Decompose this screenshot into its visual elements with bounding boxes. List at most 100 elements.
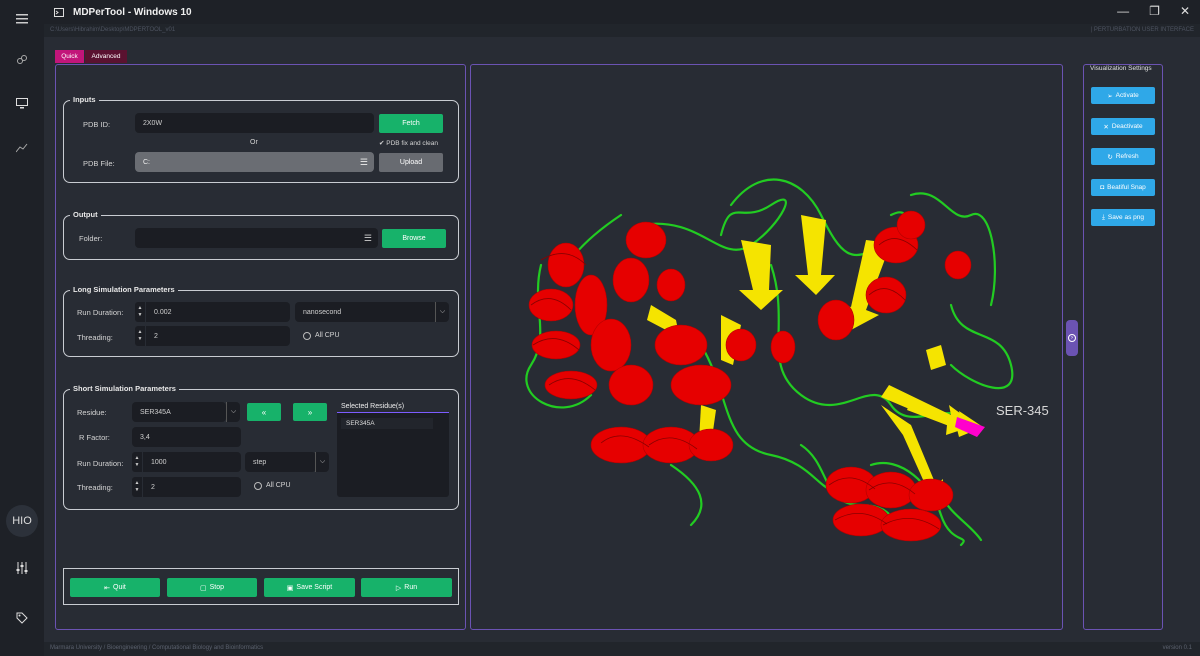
save-script-label: Save Script: [296, 584, 333, 591]
residue-select[interactable]: SER345A: [132, 402, 226, 422]
stop-label: Stop: [209, 584, 225, 591]
fix-clean-label: PDB fix and clean: [386, 140, 438, 147]
deactivate-label: Deactivate: [1111, 123, 1143, 130]
x-icon: ✕: [1103, 123, 1109, 131]
snap-label: Beatiful Snap: [1107, 184, 1146, 191]
menu-icon[interactable]: [0, 4, 44, 34]
download-icon: ⤓: [1101, 213, 1105, 221]
quit-button[interactable]: ⇤ Quit: [70, 578, 160, 597]
double-right-icon: »: [307, 407, 313, 417]
remove-residue-button[interactable]: «: [247, 403, 281, 421]
upload-button[interactable]: Upload: [379, 153, 443, 172]
chevron-right-icon: ›: [1068, 334, 1076, 342]
folder-label: Folder:: [79, 234, 103, 243]
monitor-icon[interactable]: [0, 88, 44, 118]
run-label: Run: [404, 584, 418, 591]
molecule-viewer[interactable]: SER-345: [470, 64, 1063, 630]
helix-turns: [530, 238, 940, 530]
highlighted-residue: [955, 417, 985, 437]
add-residue-button[interactable]: »: [293, 403, 327, 421]
pdb-file-input[interactable]: C: ☰: [135, 152, 374, 172]
sliders-icon[interactable]: [0, 553, 44, 583]
refresh-icon: ↻: [1107, 153, 1113, 161]
inputs-title: Inputs: [70, 95, 99, 104]
short-threading-stepper[interactable]: ▲ ▼: [132, 477, 142, 497]
tab-advanced[interactable]: Advanced: [85, 50, 127, 63]
refresh-label: Refresh: [1115, 153, 1139, 160]
long-sim-group: Long Simulation Parameters Run Duration:…: [63, 285, 459, 357]
threading-input[interactable]: 2: [146, 326, 290, 346]
threading-label: Threading:: [77, 333, 113, 342]
short-threading-input[interactable]: 2: [143, 477, 241, 497]
activate-button[interactable]: ➢ Activate: [1091, 87, 1155, 104]
tag-icon[interactable]: [0, 603, 44, 633]
all-cpu-label: All CPU: [315, 332, 340, 339]
short-run-duration-input[interactable]: 1000: [143, 452, 241, 472]
selected-residues-list[interactable]: Selected Residue(s) SER345A: [337, 401, 449, 497]
maximize-icon[interactable]: ❐: [1149, 4, 1160, 18]
control-panel: Inputs PDB ID: 2X0W Fetch Or ✔ PDB fix a…: [55, 64, 466, 630]
list-icon[interactable]: ☰: [359, 156, 368, 167]
output-title: Output: [70, 210, 101, 219]
activate-label: Activate: [1115, 92, 1139, 99]
hio-avatar[interactable]: HIO: [6, 505, 38, 537]
visualization-panel: Visualization Settings ➢ Activate ✕ Deacti…: [1083, 64, 1163, 630]
snap-button[interactable]: ◘ Beatiful Snap: [1091, 179, 1155, 196]
all-cpu-radio[interactable]: [303, 332, 311, 340]
stop-button[interactable]: ▢ Stop: [167, 578, 257, 597]
run-duration-stepper[interactable]: ▲ ▼: [135, 302, 145, 322]
left-sidebar: HIO: [0, 0, 44, 656]
chevron-down-icon[interactable]: ⌵: [435, 302, 449, 322]
selected-residues-header: Selected Residue(s): [337, 401, 449, 413]
collapse-handle[interactable]: ›: [1066, 320, 1078, 356]
minimize-icon[interactable]: —: [1117, 4, 1130, 18]
step-select[interactable]: step: [245, 452, 316, 472]
short-run-duration-stepper[interactable]: ▲ ▼: [132, 452, 142, 472]
folder-input[interactable]: ☰: [135, 228, 378, 248]
short-run-duration-label: Run Duration:: [77, 459, 124, 468]
fix-clean-check[interactable]: ✔ PDB fix and clean: [379, 139, 438, 147]
run-button[interactable]: ▷ Run: [361, 578, 452, 597]
deactivate-button[interactable]: ✕ Deactivate: [1091, 118, 1155, 135]
close-icon[interactable]: ✕: [1179, 4, 1190, 18]
camera-icon: ◘: [1100, 184, 1105, 191]
chevron-down-icon[interactable]: ⌵: [226, 402, 240, 422]
quit-label: Quit: [113, 584, 126, 591]
list-item[interactable]: SER345A: [341, 418, 433, 429]
terminal-icon: [54, 7, 64, 17]
short-sim-group: Short Simulation Parameters Residue: SER…: [63, 384, 459, 510]
r-factor-input[interactable]: 3,4: [132, 427, 241, 447]
molecule-icon[interactable]: [0, 45, 44, 75]
tab-quick[interactable]: Quick: [55, 50, 84, 63]
chart-icon[interactable]: [0, 133, 44, 163]
interface-label: | PERTURBATION USER INTERFACE: [1090, 27, 1194, 33]
exit-icon: ⇤: [104, 584, 111, 592]
play-icon: ▷: [395, 584, 402, 592]
fetch-button[interactable]: Fetch: [379, 114, 443, 133]
protein-structure[interactable]: SER-345: [471, 65, 1063, 630]
title-bar: MDPerTool - Windows 10 — ❐ ✕: [44, 0, 1200, 24]
refresh-button[interactable]: ↻ Refresh: [1091, 148, 1155, 165]
residue-label: SER-345: [996, 403, 1049, 418]
save-png-button[interactable]: ⤓ Save as png: [1091, 209, 1155, 226]
list-icon[interactable]: ☰: [363, 232, 372, 243]
inputs-group: Inputs PDB ID: 2X0W Fetch Or ✔ PDB fix a…: [63, 95, 459, 183]
visualization-title: Visualization Settings: [1088, 65, 1154, 72]
run-duration-input[interactable]: 0.002: [146, 302, 290, 322]
window-title: MDPerTool - Windows 10: [73, 6, 192, 18]
save-script-button[interactable]: ▣ Save Script: [264, 578, 355, 597]
actions-bar: ⇤ Quit ▢ Stop ▣ Save Script ▷ Run: [63, 568, 459, 605]
short-sim-title: Short Simulation Parameters: [70, 384, 179, 393]
chevron-down-icon[interactable]: ⌵: [315, 452, 329, 472]
send-icon: ➢: [1107, 92, 1113, 100]
unit-select[interactable]: nanosecond: [295, 302, 437, 322]
check-icon: ✔: [379, 140, 387, 147]
browse-button[interactable]: Browse: [382, 229, 446, 248]
pdb-id-input[interactable]: 2X0W: [135, 113, 374, 133]
double-left-icon: «: [261, 407, 267, 417]
pdb-file-value: C:: [143, 158, 150, 166]
threading-stepper[interactable]: ▲ ▼: [135, 326, 145, 346]
r-factor-label: R Factor:: [79, 433, 110, 442]
short-all-cpu-radio[interactable]: [254, 482, 262, 490]
alpha-helices: [528, 210, 972, 542]
